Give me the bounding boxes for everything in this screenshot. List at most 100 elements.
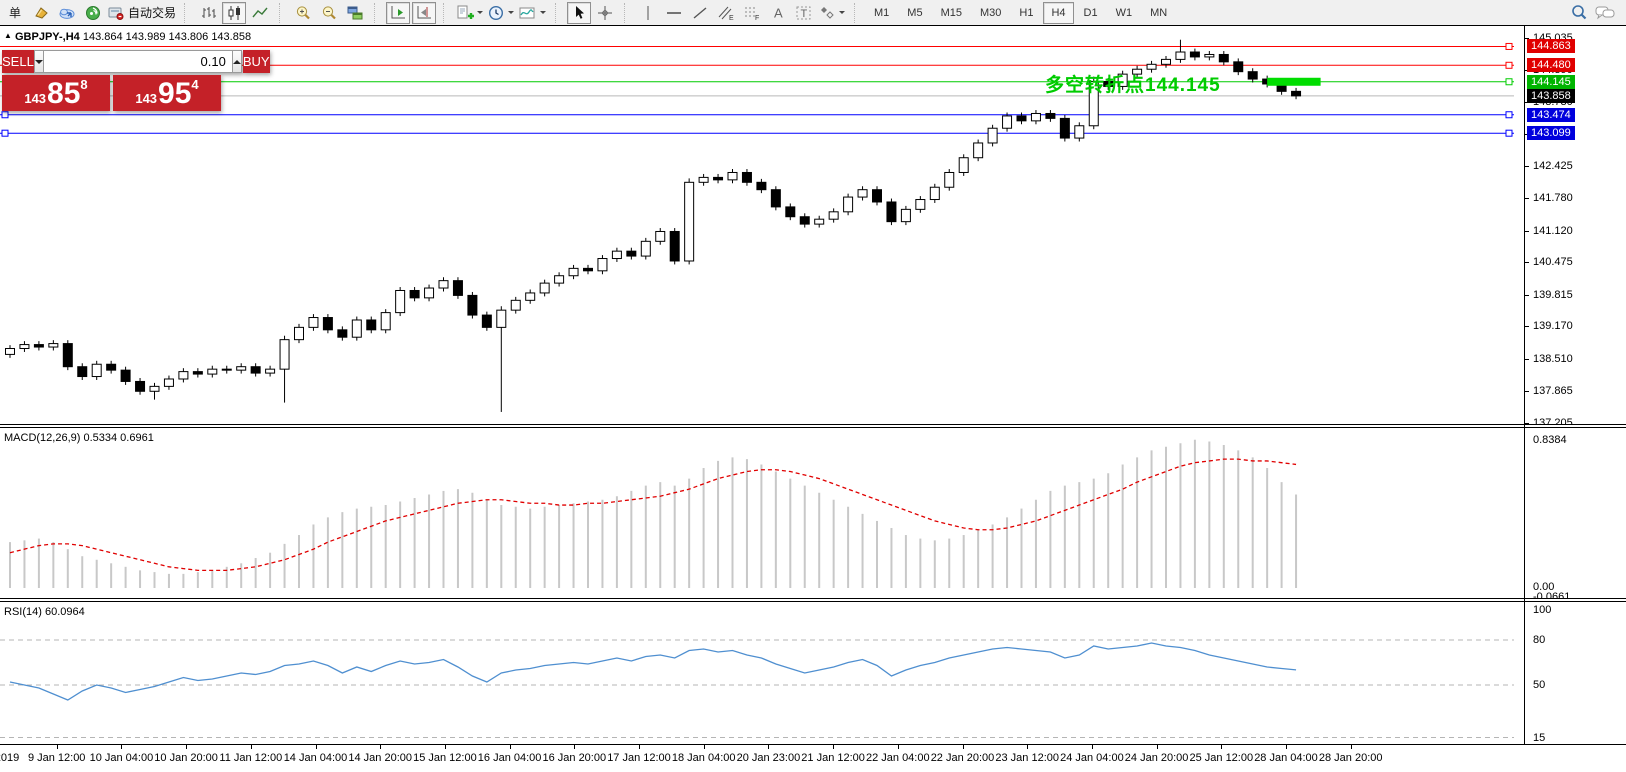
candle-body xyxy=(19,344,30,350)
timeframe-button-m15[interactable]: M15 xyxy=(940,6,962,19)
price-tick-mark xyxy=(1524,198,1529,200)
pane-splitter[interactable] xyxy=(0,424,1626,428)
candle-body xyxy=(1117,73,1128,87)
price-alert-icon[interactable] xyxy=(29,2,53,24)
templates-button[interactable] xyxy=(518,2,548,24)
candle-body xyxy=(438,280,449,289)
time-tick-mark xyxy=(1286,745,1287,749)
vertical-line-button[interactable] xyxy=(636,2,660,24)
chat-button[interactable] xyxy=(1593,2,1617,24)
sell-price-display[interactable]: 143 85 8 xyxy=(2,75,110,111)
toolbar-separator[interactable] xyxy=(555,2,562,23)
timeframe-group: M1 M5 M15 M30 H1 H4 D1 W1 MN xyxy=(865,1,1176,24)
candle-body xyxy=(366,319,377,331)
macd-axis[interactable]: 0.8384 0.00 -0.0661 xyxy=(1526,428,1626,603)
time-tick-mark xyxy=(768,745,770,749)
pivot-highlight-bar[interactable] xyxy=(1267,77,1321,86)
line-handle[interactable] xyxy=(1505,78,1513,86)
line-chart-button[interactable] xyxy=(248,2,272,24)
periods-button[interactable] xyxy=(487,2,516,24)
line-handle[interactable] xyxy=(1505,42,1513,50)
timeframe-button-mn[interactable]: MN xyxy=(1150,6,1168,19)
toolbar-separator[interactable] xyxy=(374,2,381,23)
auto-scroll-button[interactable] xyxy=(386,1,411,24)
timeframe-button-m5[interactable]: M5 xyxy=(907,6,923,19)
volume-input[interactable] xyxy=(43,50,232,73)
rsi-axis[interactable]: 100 80 50 15 xyxy=(1526,602,1626,744)
toolbar-separator[interactable] xyxy=(624,2,631,23)
candle-body xyxy=(684,181,695,262)
candlestick-chart-button[interactable] xyxy=(222,1,247,24)
arrows-button[interactable] xyxy=(818,2,847,24)
indicators-button[interactable] xyxy=(455,2,485,24)
candle-body xyxy=(265,368,276,374)
price-chart-canvas[interactable] xyxy=(0,28,1524,424)
new-order-button[interactable]: 单 xyxy=(3,2,27,24)
collapse-chart-icon[interactable]: ▲ xyxy=(4,31,12,40)
candle-body xyxy=(149,385,160,392)
bar-chart-button[interactable] xyxy=(196,2,220,24)
sell-price-prefix: 143 xyxy=(24,91,47,106)
zoom-in-button[interactable] xyxy=(291,2,315,24)
candle-body xyxy=(727,171,738,181)
trendline-button[interactable] xyxy=(688,2,712,24)
price-level-badge: 143.099 xyxy=(1527,126,1575,141)
pivot-annotation-text[interactable]: 多空转折点144.145 xyxy=(1045,75,1221,96)
timeframe-button-h4[interactable]: H4 xyxy=(1043,1,1074,24)
equidistant-channel-button[interactable]: E xyxy=(714,2,738,24)
toolbar-separator[interactable] xyxy=(443,2,450,23)
candle-body xyxy=(828,211,839,220)
autotrading-button[interactable]: 自动交易 xyxy=(107,2,177,24)
candle-body xyxy=(799,216,810,225)
crosshair-button[interactable] xyxy=(593,2,617,24)
timeframe-button-m30[interactable]: M30 xyxy=(979,6,1002,19)
arrow-cursor-icon xyxy=(572,5,587,21)
line-handle[interactable] xyxy=(1505,129,1513,137)
time-tick-mark xyxy=(380,745,382,749)
timeframe-button-w1[interactable]: W1 xyxy=(1115,6,1133,19)
time-tick-mark xyxy=(1091,745,1093,749)
zoom-out-button[interactable] xyxy=(317,2,341,24)
candle-body xyxy=(900,208,911,223)
price-tick-label: 142.425 xyxy=(1533,160,1573,173)
text-button[interactable]: A xyxy=(766,2,790,24)
sell-price-pip: 8 xyxy=(80,77,88,92)
toolbar-separator[interactable] xyxy=(279,2,286,23)
rsi-pane: RSI(14) 60.0964 100 80 50 15 xyxy=(0,602,1626,744)
zoom-out-icon xyxy=(321,5,338,21)
timeframe-button-d1[interactable]: D1 xyxy=(1083,6,1098,19)
line-handle[interactable] xyxy=(1505,61,1513,69)
volume-decrease-button[interactable] xyxy=(33,50,44,73)
text-label-button[interactable]: T xyxy=(792,2,816,24)
timeframe-button-m1[interactable]: M1 xyxy=(874,6,890,19)
line-handle[interactable] xyxy=(1,129,9,137)
horizontal-line-button[interactable] xyxy=(662,2,686,24)
sell-button[interactable]: SELL xyxy=(2,50,34,73)
tile-windows-button[interactable] xyxy=(343,2,367,24)
volume-increase-button[interactable] xyxy=(231,50,242,73)
line-handle[interactable] xyxy=(1505,111,1513,119)
macd-canvas[interactable] xyxy=(0,428,1524,600)
candle-body xyxy=(1204,53,1215,58)
toolbar-separator[interactable] xyxy=(854,2,861,23)
rsi-canvas[interactable] xyxy=(0,602,1524,744)
toolbar-separator[interactable] xyxy=(184,2,191,23)
signals-button[interactable] xyxy=(81,2,105,24)
macd-signal-line xyxy=(9,458,1297,572)
mql5-community-button[interactable] xyxy=(55,2,79,24)
trendline-icon xyxy=(692,5,709,21)
search-button[interactable] xyxy=(1567,2,1591,24)
price-tick-label: 139.815 xyxy=(1533,288,1573,301)
time-tick-mark xyxy=(962,745,964,749)
buy-button[interactable]: BUY xyxy=(242,50,270,73)
fibonacci-button[interactable]: F xyxy=(740,2,764,24)
pane-splitter[interactable] xyxy=(0,598,1626,602)
timeframe-button-h1[interactable]: H1 xyxy=(1019,6,1034,19)
line-handle[interactable] xyxy=(1,111,9,119)
time-tick-mark xyxy=(56,745,58,749)
price-axis[interactable]: 145.035144.390143.730143.085142.425141.7… xyxy=(1524,28,1626,429)
chart-shift-button[interactable] xyxy=(412,1,437,24)
cursor-button[interactable] xyxy=(567,1,592,24)
buy-price-display[interactable]: 143 95 4 xyxy=(113,75,221,111)
